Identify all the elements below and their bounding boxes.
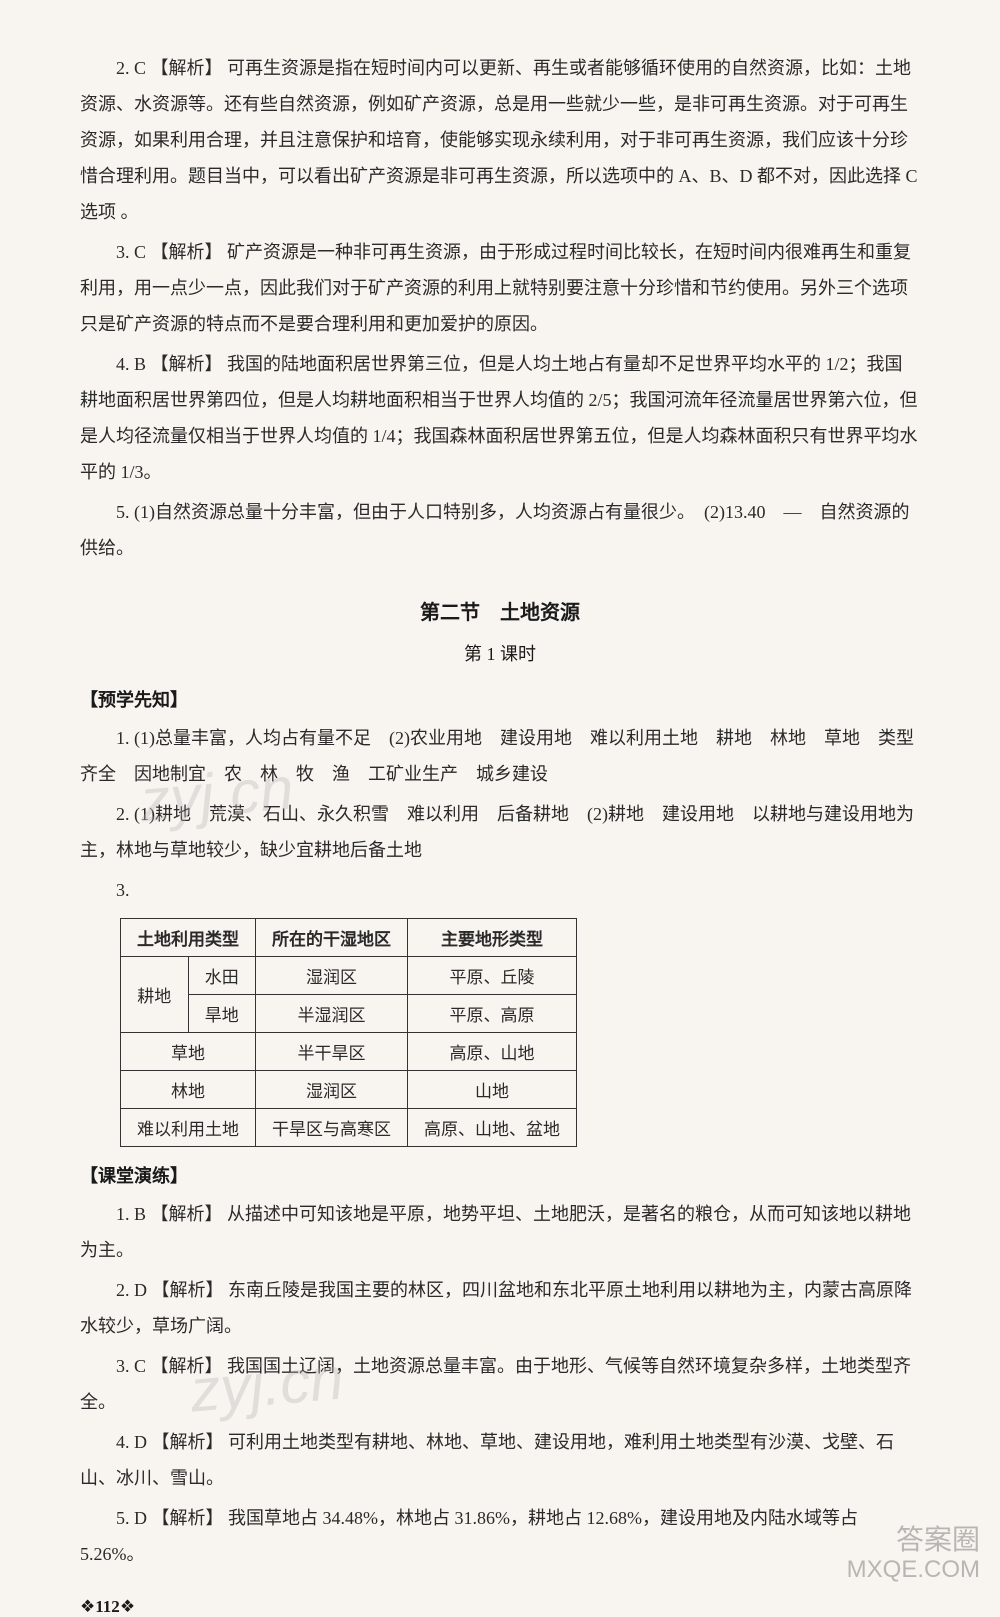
section-title: 第二节 土地资源 — [80, 596, 920, 625]
answer-4: 4. B 【解析】 我国的陆地面积居世界第三位，但是人均土地占有量却不足世界平均… — [80, 346, 920, 490]
preview-heading: 【预学先知】 — [80, 686, 920, 712]
table-row: 耕地 水田 湿润区 平原、丘陵 — [121, 957, 577, 995]
table-cell: 湿润区 — [256, 1071, 408, 1109]
practice-5: 5. D 【解析】 我国草地占 34.48%，林地占 31.86%，耕地占 12… — [80, 1500, 920, 1572]
table-cell: 林地 — [121, 1071, 256, 1109]
preview-1: 1. (1)总量丰富，人均占有量不足 (2)农业用地 建设用地 难以利用土地 耕… — [80, 720, 920, 792]
table-cell: 山地 — [408, 1071, 577, 1109]
table-header-col3: 主要地形类型 — [408, 919, 577, 957]
watermark-corner-en: MXQE.COM — [847, 1556, 980, 1585]
watermark-corner: 答案圈 MXQE.COM — [847, 1523, 980, 1585]
page-number: ❖112❖ — [80, 1597, 920, 1617]
table-cell: 平原、高原 — [408, 995, 577, 1033]
table-header-col1: 土地利用类型 — [121, 919, 256, 957]
answer-5: 5. (1)自然资源总量十分丰富，但由于人口特别多，人均资源占有量很少。 (2)… — [80, 494, 920, 566]
table-cell: 水田 — [188, 957, 256, 995]
table-cell: 耕地 — [121, 957, 189, 1033]
table-cell: 高原、山地、盆地 — [408, 1109, 577, 1147]
table-cell: 平原、丘陵 — [408, 957, 577, 995]
table-cell: 难以利用土地 — [121, 1109, 256, 1147]
table-header-row: 土地利用类型 所在的干湿地区 主要地形类型 — [121, 919, 577, 957]
lesson-title: 第 1 课时 — [80, 640, 920, 666]
table-cell: 高原、山地 — [408, 1033, 577, 1071]
watermark-corner-cn: 答案圈 — [847, 1523, 980, 1557]
table-cell: 半湿润区 — [256, 995, 408, 1033]
table-row: 旱地 半湿润区 平原、高原 — [121, 995, 577, 1033]
practice-heading: 【课堂演练】 — [80, 1162, 920, 1188]
table-cell: 旱地 — [188, 995, 256, 1033]
table-header-col2: 所在的干湿地区 — [256, 919, 408, 957]
table-row: 难以利用土地 干旱区与高寒区 高原、山地、盆地 — [121, 1109, 577, 1147]
table-cell: 半干旱区 — [256, 1033, 408, 1071]
table-cell: 草地 — [121, 1033, 256, 1071]
land-use-table: 土地利用类型 所在的干湿地区 主要地形类型 耕地 水田 湿润区 平原、丘陵 旱地… — [120, 918, 577, 1147]
practice-2: 2. D 【解析】 东南丘陵是我国主要的林区，四川盆地和东北平原土地利用以耕地为… — [80, 1272, 920, 1344]
table-row: 林地 湿润区 山地 — [121, 1071, 577, 1109]
answer-3: 3. C 【解析】 矿产资源是一种非可再生资源，由于形成过程时间比较长，在短时间… — [80, 234, 920, 342]
preview-3: 3. — [80, 872, 920, 908]
practice-1: 1. B 【解析】 从描述中可知该地是平原，地势平坦、土地肥沃，是著名的粮仓，从… — [80, 1196, 920, 1268]
table-row: 草地 半干旱区 高原、山地 — [121, 1033, 577, 1071]
preview-2: 2. (1)耕地 荒漠、石山、永久积雪 难以利用 后备耕地 (2)耕地 建设用地… — [80, 796, 920, 868]
table-cell: 干旱区与高寒区 — [256, 1109, 408, 1147]
table-cell: 湿润区 — [256, 957, 408, 995]
practice-3: 3. C 【解析】 我国国土辽阔，土地资源总量丰富。由于地形、气候等自然环境复杂… — [80, 1348, 920, 1420]
answer-2: 2. C 【解析】 可再生资源是指在短时间内可以更新、再生或者能够循环使用的自然… — [80, 50, 920, 230]
practice-4: 4. D 【解析】 可利用土地类型有耕地、林地、草地、建设用地，难利用土地类型有… — [80, 1424, 920, 1496]
